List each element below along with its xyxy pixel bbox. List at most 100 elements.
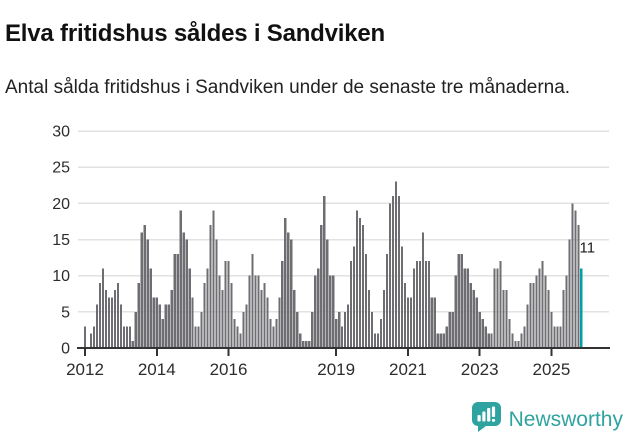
bar: [502, 290, 505, 348]
bar: [158, 304, 161, 348]
bar: [257, 275, 260, 348]
bar: [490, 333, 493, 348]
bar: [182, 232, 185, 348]
newsworthy-logo-text: Newsworthy: [508, 407, 623, 431]
bar: [266, 297, 269, 348]
bar: [439, 333, 442, 348]
bar: [260, 290, 263, 348]
bar: [200, 311, 203, 348]
bar: [146, 239, 149, 348]
bar: [152, 297, 155, 348]
bar: [299, 333, 302, 348]
bar: [344, 311, 347, 348]
bar: [478, 311, 481, 348]
bar: [308, 340, 311, 348]
bar: [391, 196, 395, 348]
bar: [302, 340, 305, 348]
bar: [164, 304, 167, 348]
bar: [98, 282, 102, 348]
bar: [173, 253, 176, 348]
bar: [424, 261, 427, 348]
bar: [394, 181, 398, 348]
newsworthy-logo: Newsworthy: [471, 402, 623, 437]
bar: [311, 311, 314, 348]
highlight-bar: [580, 268, 583, 348]
bar: [415, 261, 418, 348]
svg-text:2025: 2025: [533, 360, 571, 379]
bar: [448, 311, 451, 348]
bar: [523, 326, 526, 348]
bar: [323, 196, 326, 348]
bar: [128, 326, 131, 348]
y-gridlines: [78, 130, 609, 313]
bar: [245, 304, 248, 348]
svg-text:25: 25: [52, 160, 70, 177]
bar: [403, 282, 407, 348]
svg-text:2014: 2014: [138, 360, 176, 379]
bar: [487, 333, 490, 348]
bar: [116, 282, 119, 348]
bar: [215, 239, 218, 348]
bar: [400, 246, 404, 348]
bar: [499, 261, 502, 348]
bar: [275, 319, 278, 348]
bar: [382, 290, 386, 348]
bar: [305, 340, 308, 348]
bar: [248, 275, 251, 348]
bar: [517, 340, 520, 348]
bar: [484, 326, 487, 348]
bars-group: [83, 181, 583, 348]
bar: [227, 261, 230, 348]
x-tick-labels: 2012 2014 2016 2019 2021 2023 2025: [66, 360, 570, 379]
bar: [418, 261, 421, 348]
bar: [230, 282, 233, 348]
bar: [355, 210, 359, 348]
bar: [565, 275, 568, 348]
bar: [544, 275, 547, 348]
bar: [353, 246, 356, 348]
bar: [451, 311, 454, 348]
bar: [463, 268, 466, 348]
svg-text:10: 10: [52, 268, 70, 285]
bar: [176, 253, 179, 348]
bar: [397, 196, 401, 348]
bar: [379, 319, 383, 348]
bar: [179, 210, 182, 348]
bar: [137, 282, 140, 348]
bar: [218, 275, 221, 348]
bar: [433, 297, 436, 348]
bar: [320, 225, 323, 348]
bar: [341, 326, 344, 348]
bar: [347, 304, 350, 348]
bar: [385, 253, 389, 348]
svg-text:2019: 2019: [317, 360, 355, 379]
bar: [550, 311, 553, 348]
bar: [185, 239, 188, 348]
bar: [364, 253, 368, 348]
bar: [263, 282, 266, 348]
bar: [197, 326, 200, 348]
bar: [511, 333, 514, 348]
bar: [412, 268, 415, 348]
bar: [83, 326, 87, 348]
bar: [505, 290, 508, 348]
bar: [329, 275, 332, 348]
newsworthy-bar-chart-bubble-icon: [471, 402, 501, 437]
bar: [526, 304, 529, 348]
bar: [475, 297, 478, 348]
bar: [113, 290, 116, 348]
bar: [287, 232, 290, 348]
page-title: Elva fritidshus såldes i Sandviken: [5, 20, 386, 48]
bar: [493, 268, 496, 348]
bar: [212, 210, 215, 348]
bar: [373, 333, 377, 348]
svg-text:15: 15: [52, 232, 70, 249]
bar: [170, 290, 173, 348]
svg-text:2016: 2016: [210, 360, 248, 379]
bar: [496, 268, 499, 348]
bar: [538, 268, 541, 348]
bar: [122, 326, 125, 348]
bar: [314, 275, 317, 348]
bar: [514, 340, 517, 348]
svg-text:30: 30: [52, 124, 70, 141]
